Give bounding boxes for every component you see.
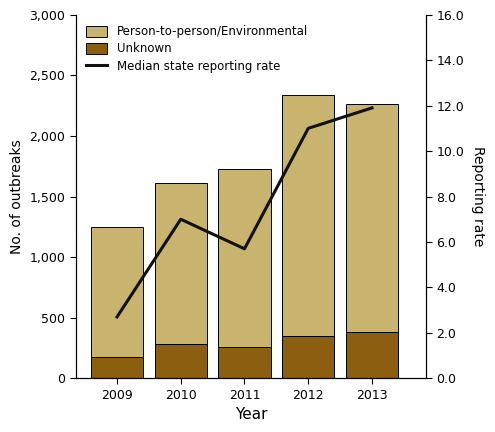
Bar xyxy=(218,168,271,347)
Legend: Person-to-person/Environmental, Unknown, Median state reporting rate: Person-to-person/Environmental, Unknown,… xyxy=(82,21,313,77)
Bar xyxy=(346,105,398,332)
Bar xyxy=(91,357,143,378)
Bar xyxy=(218,347,271,378)
Y-axis label: Reporting rate: Reporting rate xyxy=(471,146,485,247)
Y-axis label: No. of outbreaks: No. of outbreaks xyxy=(10,139,24,254)
Bar xyxy=(346,332,398,378)
Bar xyxy=(154,344,207,378)
Bar xyxy=(91,227,143,357)
X-axis label: Year: Year xyxy=(235,407,267,422)
Bar xyxy=(282,95,334,336)
Bar xyxy=(282,336,334,378)
Bar xyxy=(154,183,207,344)
